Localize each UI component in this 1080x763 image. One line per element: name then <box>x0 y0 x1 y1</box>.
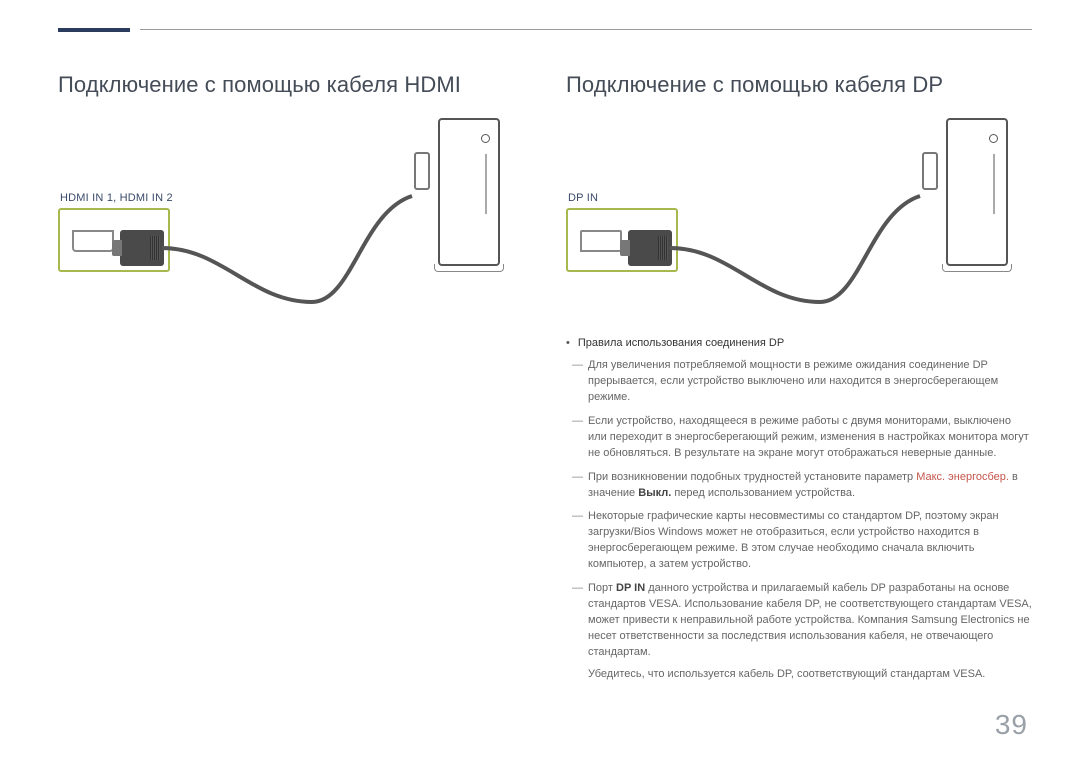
header-rule <box>58 28 1032 62</box>
manual-page: Подключение с помощью кабеля HDMI HDMI I… <box>0 0 1080 763</box>
dp-note-5-bold: DP IN <box>616 582 645 594</box>
hdmi-port-label: HDMI IN 1, HDMI IN 2 <box>60 192 173 204</box>
dp-diagram: DP IN <box>566 128 1032 318</box>
dp-note-3-pre: При возникновении подобных трудностей ус… <box>588 471 916 483</box>
dp-cable-curve <box>670 242 880 312</box>
dp-note-5-tail: Убедитесь, что используется кабель DP, с… <box>588 668 985 680</box>
dp-pc-slot <box>922 152 938 190</box>
dp-note-2: Если устройство, находящееся в режиме ра… <box>566 414 1032 462</box>
dp-port-icon <box>580 230 622 252</box>
dp-notes: • Правила использования соединения DP Дл… <box>566 336 1032 683</box>
dp-port-label: DP IN <box>568 192 598 204</box>
dp-notes-title: Правила использования соединения DP <box>578 336 784 352</box>
hdmi-diagram: HDMI IN 1, HDMI IN 2 <box>58 128 524 318</box>
dp-note-4: Некоторые графические карты несовместимы… <box>566 509 1032 573</box>
dp-heading: Подключение с помощью кабеля DP <box>566 72 1032 98</box>
dp-note-5: Порт DP IN данного устройства и прилагае… <box>566 581 1032 683</box>
divider-line <box>140 29 1032 30</box>
hdmi-port-icon <box>72 230 114 252</box>
dp-note-3-hl: Макс. энергосбер. <box>916 471 1009 483</box>
dp-note-5-post: данного устройства и прилагаемый кабель … <box>588 582 1032 658</box>
hdmi-pc-tower-icon <box>438 118 500 266</box>
dp-note-3-bold: Выкл. <box>638 487 671 499</box>
dp-plug-left <box>628 230 672 266</box>
two-column-layout: Подключение с помощью кабеля HDMI HDMI I… <box>58 72 1032 691</box>
hdmi-heading: Подключение с помощью кабеля HDMI <box>58 72 524 98</box>
hdmi-plug-left <box>120 230 164 266</box>
dp-note-3-post: перед использованием устройства. <box>671 487 855 499</box>
hdmi-pc-slot <box>414 152 430 190</box>
col-dp: Подключение с помощью кабеля DP DP IN <box>566 72 1032 691</box>
accent-bar <box>58 28 130 32</box>
page-number: 39 <box>995 709 1028 741</box>
dp-notes-title-row: • Правила использования соединения DP <box>566 336 1032 352</box>
dp-note-1: Для увеличения потребляемой мощности в р… <box>566 358 1032 406</box>
hdmi-cable <box>120 208 380 308</box>
dp-pc-tower-icon <box>946 118 1008 266</box>
dp-cable <box>628 208 888 308</box>
dp-note-5-pre: Порт <box>588 582 616 594</box>
dp-note-3: При возникновении подобных трудностей ус… <box>566 470 1032 502</box>
col-hdmi: Подключение с помощью кабеля HDMI HDMI I… <box>58 72 524 691</box>
bullet-icon: • <box>566 336 570 352</box>
hdmi-cable-curve <box>162 242 372 312</box>
